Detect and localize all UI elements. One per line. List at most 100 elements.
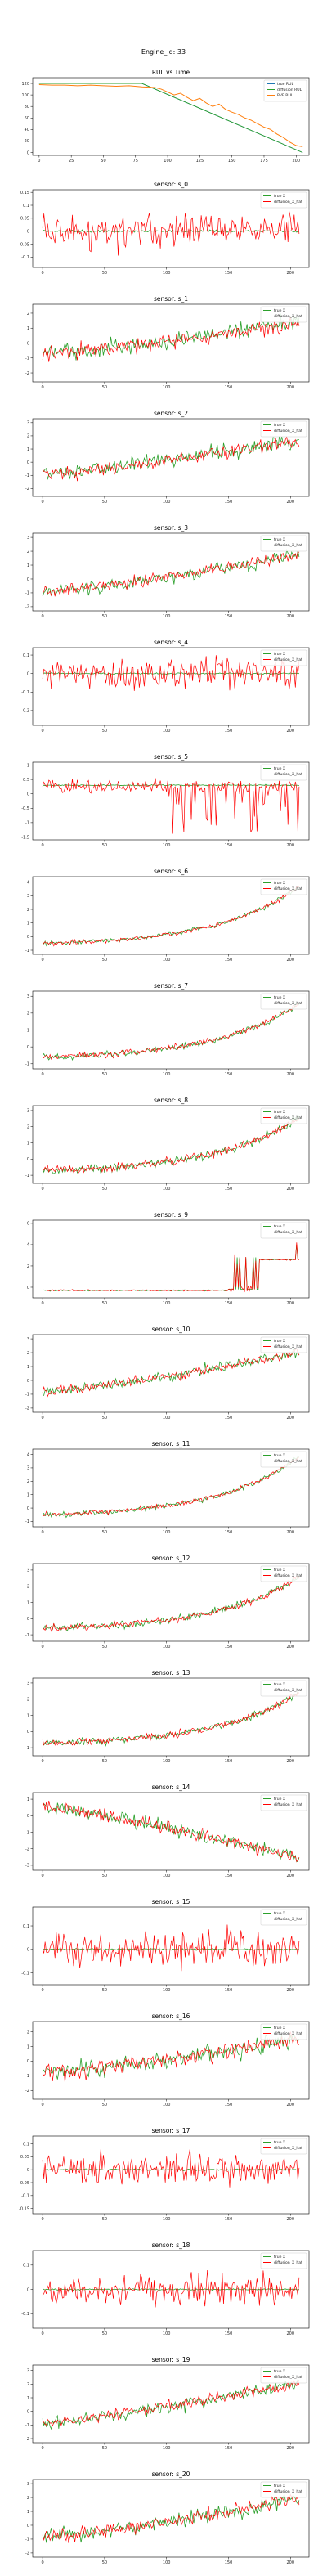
y-tick-label: 3: [27, 1109, 29, 1114]
plot-area: [42, 778, 300, 834]
legend-label: true X: [274, 995, 285, 1000]
x-tick-label: 0: [42, 843, 44, 848]
plot-area: [42, 1800, 300, 1863]
subplot-title: sensor: s_3: [154, 524, 188, 532]
y-tick-label: -0.1: [21, 2194, 29, 2199]
legend-label: diffusion_X_hat: [274, 1459, 302, 1464]
series-line-diffusion-x-hat: [42, 886, 299, 947]
axes-frame: [32, 418, 310, 497]
y-tick-label: 0: [27, 1617, 29, 1622]
x-tick-label: 100: [163, 1874, 171, 1878]
x-tick-label: 150: [225, 1759, 233, 1764]
series-line-diffusion-x-hat: [42, 436, 300, 482]
x-tick-label: 200: [286, 729, 294, 734]
plot-area: [43, 1242, 300, 1293]
x-tick-label: 150: [225, 1072, 233, 1077]
x-tick-label: 0: [42, 2103, 44, 2107]
x-tick-label: 100: [163, 614, 171, 619]
x-tick-label: 50: [102, 958, 107, 963]
subplot-title: sensor: s_11: [152, 1440, 190, 1447]
y-tick-label: -2: [25, 605, 29, 610]
plot-area: [42, 1924, 300, 1972]
series-line-true-x: [42, 1575, 300, 1632]
x-tick-label: 100: [163, 385, 171, 390]
subplot-title: sensor: s_6: [154, 868, 188, 875]
x-tick-label: 200: [286, 1759, 294, 1764]
plot-area: [42, 211, 300, 256]
legend-label: true RUL: [277, 82, 293, 87]
axes-frame: [32, 2479, 310, 2558]
series-line-diffusion-x-hat: [43, 1456, 299, 1517]
axes-frame: [32, 2364, 310, 2444]
x-tick-label: 0: [42, 1301, 44, 1306]
y-tick-label: 1: [27, 1713, 29, 1718]
legend-label: true X: [274, 1339, 285, 1344]
subplot-title: sensor: s_13: [152, 1669, 190, 1676]
y-tick-label: -1: [25, 2074, 29, 2079]
y-tick-label: -1: [25, 1830, 29, 1835]
x-tick-label: 150: [225, 614, 233, 619]
legend-label: diffusion_X_hat: [274, 1688, 302, 1693]
legend-box: [260, 764, 307, 781]
y-tick-label: 0.1: [23, 1924, 29, 1929]
series-line-true-x: [43, 1244, 299, 1292]
y-tick-label: 3: [27, 1681, 29, 1686]
plot-area: [42, 2031, 300, 2083]
y-tick-label: -0.1: [21, 1971, 29, 1976]
x-tick-label: 50: [102, 500, 107, 505]
x-tick-label: 50: [102, 2560, 107, 2565]
legend-label: diffusion_X_hat: [274, 772, 302, 777]
x-tick-label: 100: [163, 958, 171, 963]
x-tick-label: 150: [225, 271, 233, 276]
x-tick-label: 200: [286, 271, 294, 276]
series-line-true-x: [43, 436, 299, 480]
y-tick-label: -0.05: [19, 2181, 29, 2186]
x-tick-label: 150: [225, 1187, 233, 1192]
subplot-title: sensor: s_15: [152, 1898, 190, 1905]
x-tick-label: 50: [101, 159, 105, 164]
series-line-true-x: [43, 1947, 299, 1951]
subplot-12: sensor: s_11 0 50 100 150 200 -1 0 1 2 3 4 true Xdif…: [25, 1440, 310, 1535]
x-tick-label: 200: [286, 2446, 294, 2451]
axes-frame: [32, 876, 310, 955]
legend-label: diffusion_X_hat: [274, 1115, 302, 1120]
legend-label: diffusion_X_hat: [274, 1573, 302, 1578]
x-tick-label: 50: [102, 2217, 107, 2222]
axes-frame: [32, 1105, 310, 1184]
legend-label: true X: [274, 2369, 285, 2374]
y-tick-label: 2: [27, 1264, 29, 1269]
axes-frame: [32, 2135, 310, 2215]
y-tick-label: 1: [27, 1028, 29, 1033]
y-tick-label: 0: [27, 577, 29, 582]
legend-label: true X: [274, 1682, 285, 1687]
plot-area: [42, 313, 300, 362]
x-tick-label: 25: [69, 159, 74, 164]
y-tick-label: 2: [27, 550, 29, 554]
legend-label: true X: [274, 2140, 285, 2145]
legend-box: [260, 420, 307, 438]
series-line-true-x: [42, 2493, 300, 2543]
subplot-title: sensor: s_17: [152, 2127, 190, 2134]
series-line-true-x: [42, 1802, 300, 1863]
y-tick-label: -2: [25, 2437, 29, 2442]
y-tick-label: 2: [27, 1351, 29, 1356]
y-tick-label: 2: [27, 908, 29, 913]
series-line-diffusion-x-hat: [42, 1576, 300, 1632]
series-line-diffusion-x-hat: [43, 1242, 300, 1293]
legend-label: diffusion_X_hat: [274, 1001, 302, 1006]
series-line-true-x: [42, 548, 300, 596]
y-tick-label: -1: [25, 591, 29, 596]
x-tick-label: 150: [225, 729, 233, 734]
subplot-6: sensor: s_5 0 50 100 150 200 -1.5 -1 -0.5 0 0.5 1 tr…: [21, 753, 310, 848]
y-tick-label: -2: [25, 2089, 29, 2094]
y-tick-label: 1: [27, 2044, 29, 2049]
x-tick-label: 200: [286, 1301, 294, 1306]
y-tick-label: -0.1: [21, 690, 29, 695]
legend-label: diffusion_X_hat: [274, 2489, 302, 2494]
subplot-14: sensor: s_13 0 50 100 150 200 -1 0 1 2 3 true Xdiff…: [25, 1669, 310, 1764]
x-tick-label: 50: [102, 1530, 107, 1535]
legend-box: [260, 2252, 307, 2269]
x-tick-label: 150: [225, 2446, 233, 2451]
subplot-15: sensor: s_14 0 50 100 150 200 -3 -2 -1 0 1 true Xdi…: [25, 1784, 310, 1878]
